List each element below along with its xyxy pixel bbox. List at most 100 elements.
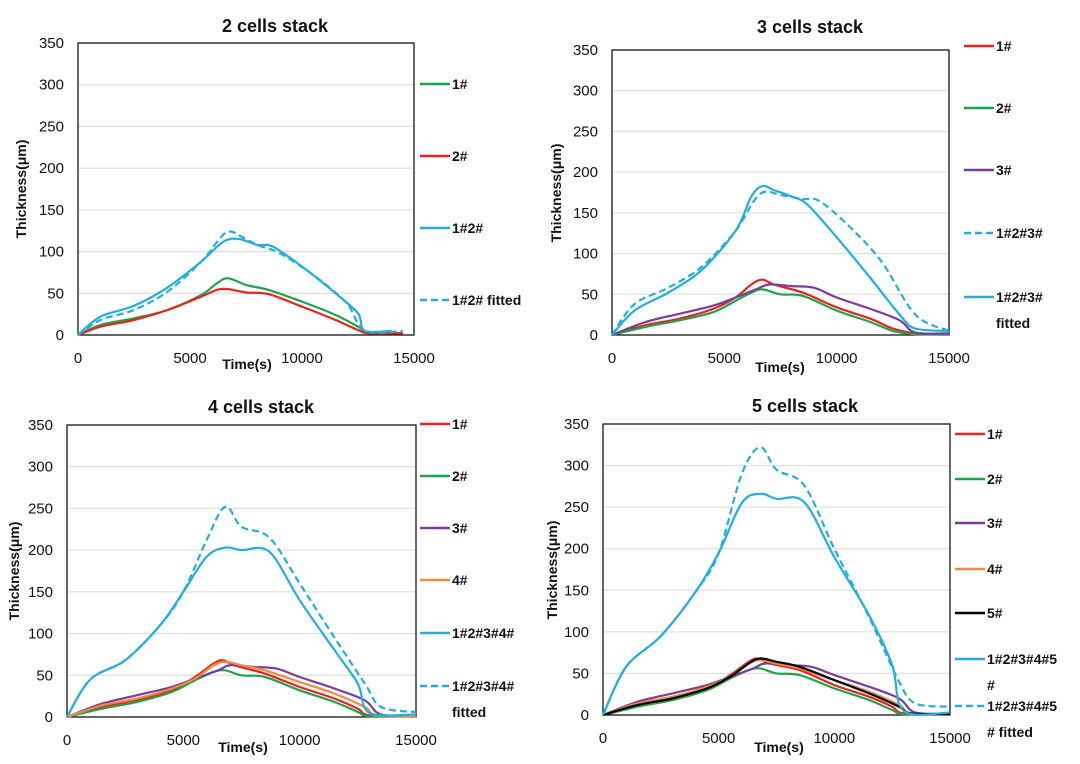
x-tick-label: 15000: [395, 732, 437, 749]
legend-label: 3#: [996, 162, 1012, 178]
y-tick-label: 0: [590, 327, 598, 344]
y-tick-label: 350: [573, 42, 598, 59]
y-tick-label: 100: [28, 626, 53, 643]
legend-label: 4#: [452, 572, 468, 588]
y-tick-label: 300: [564, 458, 589, 475]
series-line: [602, 657, 951, 717]
x-axis-label: Time(s): [222, 356, 272, 372]
series-line: [77, 237, 392, 336]
y-tick-label: 200: [564, 541, 589, 558]
x-tick-label: 0: [63, 732, 71, 749]
chart-title: 2 cells stack: [222, 16, 329, 36]
y-axis-label: Thickness(μm): [548, 144, 564, 243]
chart-panel-3: 4 cells stack 0 50 100 150 200 250 300 350 0 5000 1…: [6, 397, 515, 755]
plot-area: [66, 424, 417, 718]
y-tick-label: 300: [573, 83, 598, 100]
series-line: [66, 660, 417, 719]
series-line: [77, 277, 403, 336]
series-line: [611, 288, 950, 337]
series-line: [602, 659, 951, 717]
y-tick-label: 350: [564, 416, 589, 433]
y-axis-label: Thickness(μm): [6, 522, 22, 621]
x-tick-label: 5000: [708, 350, 741, 367]
x-tick-label: 15000: [393, 350, 435, 367]
x-tick-label: 0: [608, 350, 616, 367]
legend-label: 1#: [452, 416, 468, 432]
series-line: [602, 667, 951, 717]
legend-label: 1#2#3#4# fitted: [452, 678, 515, 720]
series-line: [66, 668, 417, 719]
y-tick-label: 350: [39, 35, 64, 52]
series-line: [602, 446, 951, 716]
y-tick-label: 50: [47, 285, 64, 302]
x-tick-label: 5000: [167, 732, 200, 749]
legend-label: 1#: [452, 76, 468, 92]
legend-label: 2#: [452, 468, 468, 484]
legend-label: 2#: [996, 100, 1012, 116]
y-tick-label: 250: [28, 500, 53, 517]
series-line: [77, 287, 403, 337]
legend-label: 1#2#3# fitted: [996, 289, 1043, 331]
series-line: [66, 664, 417, 719]
series-line: [611, 184, 950, 336]
legend-label: 1#: [987, 426, 1003, 442]
y-tick-label: 200: [573, 164, 598, 181]
series-line: [611, 278, 950, 337]
chart-title: 3 cells stack: [757, 17, 864, 37]
legend-label: 1#2#: [452, 220, 483, 236]
series-line: [77, 230, 403, 336]
x-axis-label: Time(s): [218, 739, 268, 755]
y-tick-label: 250: [39, 118, 64, 135]
y-tick-label: 50: [36, 667, 53, 684]
y-axis-label: Thickness(μm): [544, 521, 560, 620]
x-tick-label: 10000: [279, 732, 321, 749]
series-line: [66, 505, 417, 718]
y-axis-label: Thickness(μm): [13, 140, 29, 239]
x-tick-label: 0: [599, 730, 607, 747]
y-tick-label: 0: [56, 327, 64, 344]
chart-panel-2: 3 cells stack 0 50 100 150 200 250 300 350 0 5000 1…: [548, 17, 1043, 375]
y-tick-label: 150: [39, 202, 64, 219]
plot-area: [77, 42, 415, 336]
y-tick-label: 250: [573, 123, 598, 140]
y-tick-label: 150: [573, 205, 598, 222]
y-tick-label: 150: [28, 584, 53, 601]
legend-label: 1#: [996, 38, 1012, 54]
y-tick-label: 100: [39, 244, 64, 261]
series-line: [66, 659, 417, 719]
series-line: [611, 283, 950, 337]
x-tick-label: 10000: [813, 730, 855, 747]
legend-label: 1#2#3#4#5 # fitted: [987, 698, 1057, 740]
y-tick-label: 350: [28, 417, 53, 434]
y-tick-label: 0: [45, 709, 53, 726]
plot-area: [602, 423, 951, 716]
x-axis-label: Time(s): [754, 739, 804, 755]
x-tick-label: 10000: [281, 350, 323, 367]
legend-label: 3#: [987, 515, 1003, 531]
y-tick-label: 250: [564, 499, 589, 516]
legend-label: 5#: [987, 605, 1003, 621]
y-tick-label: 50: [581, 286, 598, 303]
y-tick-label: 100: [573, 246, 598, 263]
plot-area: [611, 49, 950, 336]
y-tick-label: 0: [581, 707, 589, 724]
legend-label: 3#: [452, 520, 468, 536]
x-tick-label: 5000: [702, 730, 735, 747]
x-tick-label: 10000: [816, 350, 858, 367]
y-tick-label: 200: [39, 160, 64, 177]
chart-panel-4: 5 cells stack 0 50 100 150 200 250 300 350 0 5000 1…: [544, 396, 1057, 755]
chart-panel-1: 2 cells stack 0 50 100 150 200 250 300 350 0 5000 1…: [13, 16, 521, 372]
legend-label: 4#: [987, 561, 1003, 577]
x-tick-label: 15000: [928, 350, 970, 367]
legend-label: 2#: [452, 148, 468, 164]
legend-label: 1#2# fitted: [452, 292, 521, 308]
x-axis-label: Time(s): [755, 359, 805, 375]
y-tick-label: 50: [572, 665, 589, 682]
x-tick-label: 0: [74, 350, 82, 367]
y-tick-label: 150: [564, 582, 589, 599]
x-tick-label: 15000: [929, 730, 971, 747]
series-line: [66, 546, 417, 718]
chart-title: 5 cells stack: [752, 396, 859, 416]
chart-title: 4 cells stack: [208, 397, 315, 417]
